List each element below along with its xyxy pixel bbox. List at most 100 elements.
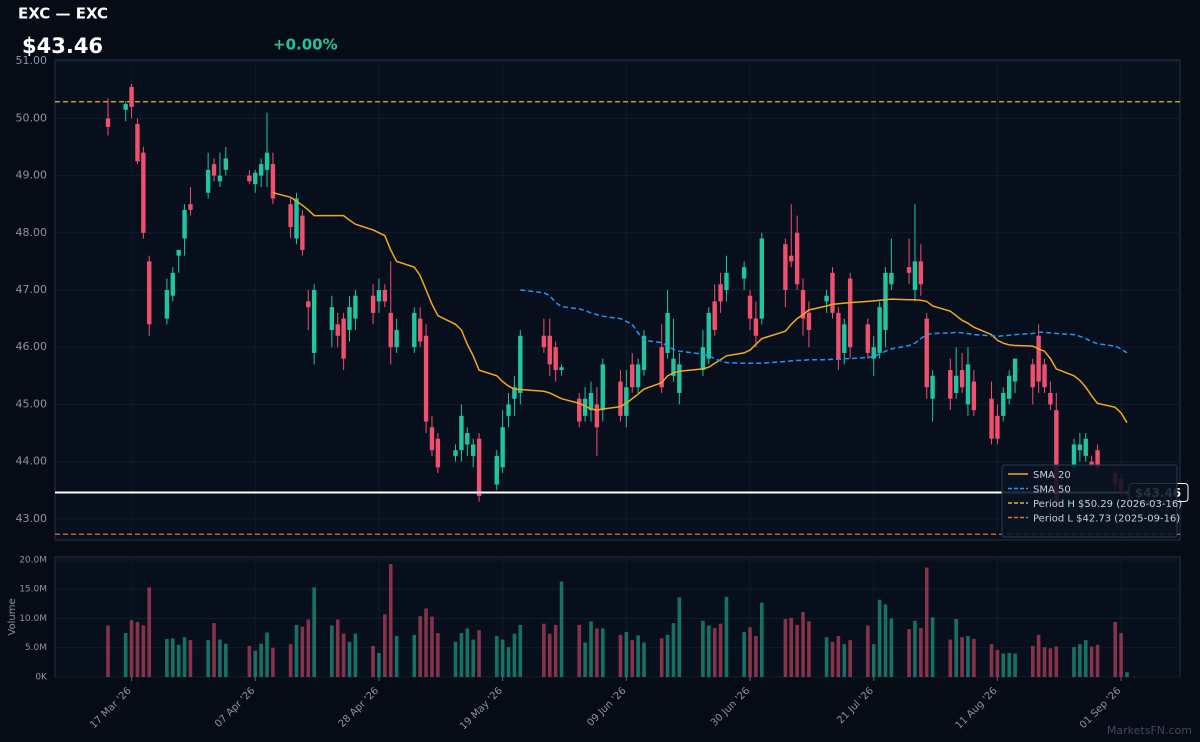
volume-bar xyxy=(1030,645,1035,677)
volume-bar xyxy=(341,633,346,677)
volume-bar xyxy=(271,647,275,677)
candle-body xyxy=(806,312,812,331)
candle-body xyxy=(871,347,876,359)
candle-body xyxy=(494,455,499,485)
candle-body xyxy=(453,450,458,456)
candle-body xyxy=(847,278,853,348)
volume-bar xyxy=(288,644,293,677)
candle-body xyxy=(417,318,423,342)
candle-body xyxy=(247,175,252,182)
candle-body xyxy=(253,172,258,185)
volume-bar xyxy=(995,650,1000,677)
volume-bar xyxy=(424,608,428,677)
candle-body xyxy=(741,267,747,279)
candle-body xyxy=(129,86,134,107)
candle-body xyxy=(541,335,547,348)
candle-body xyxy=(223,158,229,170)
volume-bar xyxy=(500,639,505,677)
volume-bar xyxy=(306,619,311,677)
candle-body xyxy=(1030,364,1035,388)
volume-bar xyxy=(106,625,110,677)
volume-bar xyxy=(388,564,393,677)
candle-body xyxy=(635,364,641,388)
candle-body xyxy=(783,244,788,290)
volume-bar xyxy=(412,634,417,677)
volume-bar xyxy=(147,587,152,677)
volume-bar xyxy=(830,641,835,677)
volume-bar xyxy=(924,567,929,677)
volume-bar xyxy=(1001,653,1006,677)
volume-tick-label: 5.0M xyxy=(25,643,47,653)
candle-body xyxy=(311,289,317,353)
candle-body xyxy=(842,324,847,353)
candle-body xyxy=(830,272,835,313)
volume-bar xyxy=(465,628,470,677)
sma-line xyxy=(520,289,1128,364)
candle-body xyxy=(965,364,971,405)
volume-bar xyxy=(518,624,523,677)
volume-bar xyxy=(595,628,599,677)
candle-body xyxy=(382,289,388,302)
legend-label: Period L $42.73 (2025-09-16) xyxy=(1033,514,1180,525)
candle-body xyxy=(953,375,959,393)
volume-bar xyxy=(966,636,970,677)
volume-bar xyxy=(866,625,870,677)
volume-bar xyxy=(877,599,882,677)
candle-body xyxy=(671,358,676,376)
volume-bar xyxy=(212,623,216,677)
volume-bar xyxy=(494,636,499,677)
candle-body xyxy=(948,370,953,399)
volume-bar xyxy=(182,637,187,677)
volume-bar xyxy=(630,640,635,677)
candle-body xyxy=(258,164,264,176)
volume-bar xyxy=(954,619,958,677)
volume-bar xyxy=(789,617,794,677)
candle-body xyxy=(105,118,111,127)
volume-bar xyxy=(1089,646,1094,677)
volume-bar xyxy=(754,636,758,677)
volume-bar xyxy=(1119,633,1123,677)
candle-body xyxy=(1006,375,1012,399)
volume-bar xyxy=(618,634,623,677)
candle-body xyxy=(677,364,682,393)
candle-body xyxy=(123,104,128,110)
volume-bar xyxy=(724,596,729,677)
volume-bar xyxy=(783,619,788,677)
volume-bar xyxy=(600,628,605,677)
volume-bar xyxy=(353,633,358,677)
y-tick-label: 44.00 xyxy=(16,455,48,468)
volume-bar xyxy=(377,653,381,677)
candle-body xyxy=(924,318,929,388)
y-tick-label: 51.00 xyxy=(16,54,48,67)
volume-bar xyxy=(547,633,552,677)
volume-bar xyxy=(1125,672,1129,677)
y-tick-label: 48.00 xyxy=(16,226,48,239)
volume-bar xyxy=(848,640,852,677)
y-tick-label: 43.00 xyxy=(16,512,48,525)
candle-body xyxy=(553,347,558,371)
volume-bar xyxy=(583,642,587,677)
volume-bar xyxy=(883,604,888,677)
volume-bar xyxy=(206,640,210,677)
volume-bar xyxy=(383,614,387,677)
candle-body xyxy=(335,324,340,336)
volume-bar xyxy=(453,641,458,677)
candle-body xyxy=(630,364,635,388)
candle-body xyxy=(559,367,564,371)
volume-bar xyxy=(1036,634,1041,677)
volume-bar xyxy=(960,637,964,677)
volume-bar xyxy=(1083,640,1088,677)
volume-tick-label: 0K xyxy=(35,673,48,683)
candle-body xyxy=(800,289,806,319)
volume-bar xyxy=(300,626,305,677)
candle-body xyxy=(170,272,176,296)
candle-body xyxy=(300,215,305,250)
volume-bar xyxy=(394,636,399,677)
volume-bar xyxy=(577,624,582,677)
candle-body xyxy=(294,198,299,239)
candle-body xyxy=(306,301,311,308)
volume-bar xyxy=(748,627,752,677)
y-tick-label: 50.00 xyxy=(16,111,48,124)
candle-body xyxy=(329,307,335,331)
candle-body xyxy=(176,249,181,256)
